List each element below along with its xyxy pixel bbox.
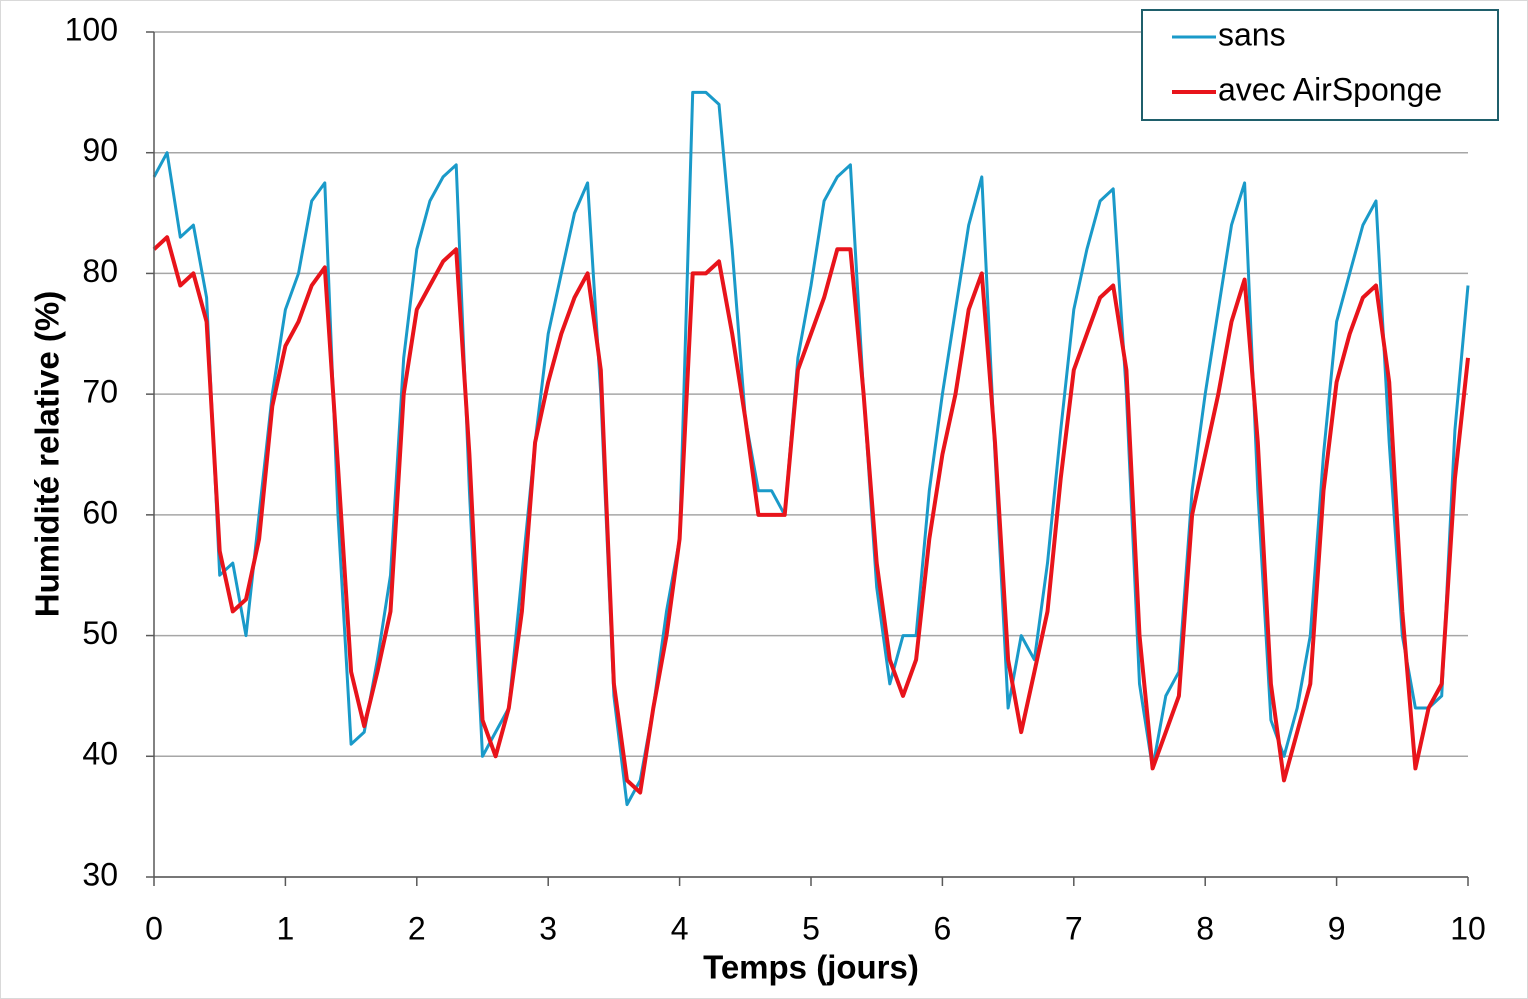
x-tick-label: 0 — [145, 910, 163, 946]
y-tick-label: 40 — [82, 736, 118, 772]
y-axis-title: Humidité relative (%) — [29, 291, 66, 617]
x-tick-label: 10 — [1450, 910, 1486, 946]
x-tick-label: 2 — [408, 910, 426, 946]
y-tick-label: 80 — [82, 253, 118, 289]
legend-label: sans — [1218, 16, 1286, 52]
x-tick-label: 5 — [802, 910, 820, 946]
y-tick-label: 70 — [82, 374, 118, 410]
y-tick-label: 50 — [82, 615, 118, 651]
legend-box — [1141, 9, 1499, 121]
x-tick-label: 3 — [539, 910, 557, 946]
y-tick-label: 100 — [65, 11, 118, 47]
y-tick-label: 60 — [82, 494, 118, 530]
legend-label: avec AirSponge — [1218, 71, 1442, 107]
x-tick-label: 7 — [1065, 910, 1083, 946]
lines — [152, 90, 1470, 807]
legend: sans avec AirSponge — [1141, 9, 1499, 121]
series-line — [152, 235, 1470, 795]
y-tick-label: 30 — [82, 856, 118, 892]
x-axis-title: Temps (jours) — [703, 949, 919, 986]
axes: 30 40 50 60 70 80 90 100 0 1 2 3 4 5 6 7 8 9 10 — [65, 11, 1486, 946]
x-tick-label: 9 — [1328, 910, 1346, 946]
y-tick-label: 90 — [82, 132, 118, 168]
grid — [154, 31, 1468, 878]
x-tick-label: 4 — [671, 910, 689, 946]
x-tick-label: 6 — [934, 910, 952, 946]
x-tick-label: 1 — [277, 910, 295, 946]
x-tick-label: 8 — [1196, 910, 1214, 946]
